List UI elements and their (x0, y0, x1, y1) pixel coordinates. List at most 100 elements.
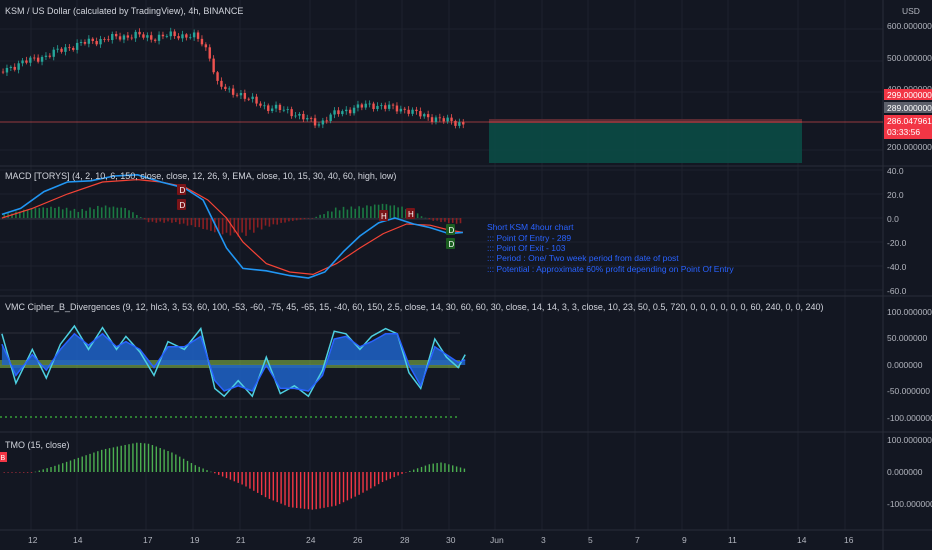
time-label-jun: Jun (490, 535, 504, 545)
macd-histogram-bar (73, 208, 76, 218)
marker-d4: D (449, 240, 455, 249)
tmo-panel[interactable]: TMO (15, close) B 100.000000 0.000000 -1… (0, 435, 932, 510)
macd-histogram-bar (143, 218, 146, 220)
macd-histogram-bar (428, 218, 431, 220)
time-label-24: 24 (306, 535, 316, 545)
tmo-bar (218, 472, 220, 475)
tmo-bar (175, 454, 177, 472)
candle-body (247, 98, 250, 100)
candle-body (72, 47, 75, 50)
marker-bg-d3 (446, 224, 455, 235)
time-axis[interactable]: 12 14 17 19 21 24 26 28 30 Jun 3 5 7 9 1… (28, 535, 854, 545)
candle-body (259, 103, 262, 106)
macd-histogram-bar (30, 208, 33, 218)
macd-axis-label-m20: -20.0 (887, 238, 907, 248)
tmo-bar (229, 472, 232, 480)
tmo-bar (452, 465, 454, 472)
macd-histogram-bar (171, 218, 173, 223)
macd-histogram-bar (444, 218, 446, 222)
tmo-title: TMO (15, close) (5, 440, 70, 450)
macd-histogram-bar (292, 218, 294, 221)
tmo-bar (268, 472, 271, 499)
macd-histogram-bar (61, 209, 64, 218)
candle-body (348, 109, 352, 114)
macd-histogram-bar (124, 208, 126, 218)
tmo-bar (257, 472, 259, 493)
candle-body (395, 105, 399, 112)
candle-body (91, 38, 94, 41)
macd-histogram-bar (206, 218, 208, 230)
marker-bg-h1 (379, 210, 388, 221)
tmo-bar (11, 472, 13, 473)
price-tag-current-bg (884, 115, 932, 139)
candle-body (126, 35, 130, 38)
candle-body (419, 111, 422, 117)
marker-bg-d2 (177, 199, 186, 210)
candle-body (150, 35, 153, 40)
candle-body (204, 44, 208, 48)
macd-histogram-bar (46, 207, 48, 218)
candle-body (17, 63, 20, 70)
macd-histogram-bar (323, 214, 325, 218)
macd-histogram-bar (139, 217, 142, 218)
tmo-bar (34, 471, 37, 473)
tmo-bar (249, 472, 251, 489)
tmo-bar (101, 449, 103, 472)
price-tag-stop-bg (884, 89, 932, 100)
candle-body (21, 60, 24, 64)
macd-histogram-bar (311, 218, 314, 219)
macd-histogram-bar (167, 218, 169, 222)
candle-body (309, 118, 313, 119)
tmo-bar (159, 448, 161, 472)
candle-body (278, 104, 282, 111)
macd-histogram-bar (128, 210, 130, 218)
short-position-stop-zone[interactable] (489, 119, 802, 123)
macd-histogram-bar (260, 218, 263, 230)
macd-histogram-bar (401, 206, 403, 218)
macd-histogram-bar (210, 218, 212, 231)
candle-body (29, 57, 32, 63)
price-panel[interactable]: KSM / US Dollar (calculated by TradingVi… (0, 6, 932, 163)
short-position-profit-zone[interactable] (489, 123, 802, 163)
candle-body (372, 103, 375, 110)
candle-body (317, 124, 321, 126)
tmo-bar (264, 472, 267, 498)
time-label-7: 7 (635, 535, 640, 545)
macd-histogram-bar (264, 218, 267, 226)
tmo-bar (296, 472, 298, 508)
tmo-bar (69, 460, 72, 472)
tmo-bar (272, 472, 275, 501)
candle-body (60, 48, 63, 52)
note-line-5: ::: Potential : Approximate 60% profit d… (487, 264, 734, 274)
price-axis-label-200: 200.000000 (887, 142, 932, 152)
tmo-bar (323, 472, 325, 508)
tmo-bar (393, 472, 395, 478)
candle-body (329, 114, 332, 121)
macd-panel[interactable]: D D H H D D MACD [TORYS] (4, 2, 10, 6, 1… (0, 166, 907, 296)
macd-histogram-bar (50, 206, 52, 218)
tmo-bar (455, 466, 458, 472)
macd-histogram-bar (34, 208, 37, 218)
macd-histogram-bar (436, 218, 438, 221)
tmo-bar (327, 472, 329, 508)
tmo-bar (284, 472, 286, 506)
macd-histogram-bar (190, 218, 193, 226)
candle-body (325, 120, 328, 122)
candle-body (208, 47, 211, 59)
tmo-bar (370, 472, 372, 489)
marker-d3: D (449, 226, 455, 235)
vmc-axis-label-m50: -50.000000 (887, 386, 930, 396)
macd-histogram-bar (69, 210, 72, 218)
macd-histogram-bar (331, 211, 333, 218)
candle-body (345, 109, 348, 112)
tmo-bar (221, 472, 224, 477)
vmc-panel[interactable]: VMC Cipher_B_Divergences (9, 12, hlc3, 3… (0, 302, 932, 423)
macd-histogram-bar (93, 209, 95, 218)
candle-body (438, 117, 442, 119)
candle-body (33, 57, 36, 59)
candle-body (13, 66, 16, 70)
time-label-14b: 14 (797, 535, 807, 545)
price-tag-entry: 289.000000 (887, 103, 932, 113)
candle-body (173, 31, 176, 37)
